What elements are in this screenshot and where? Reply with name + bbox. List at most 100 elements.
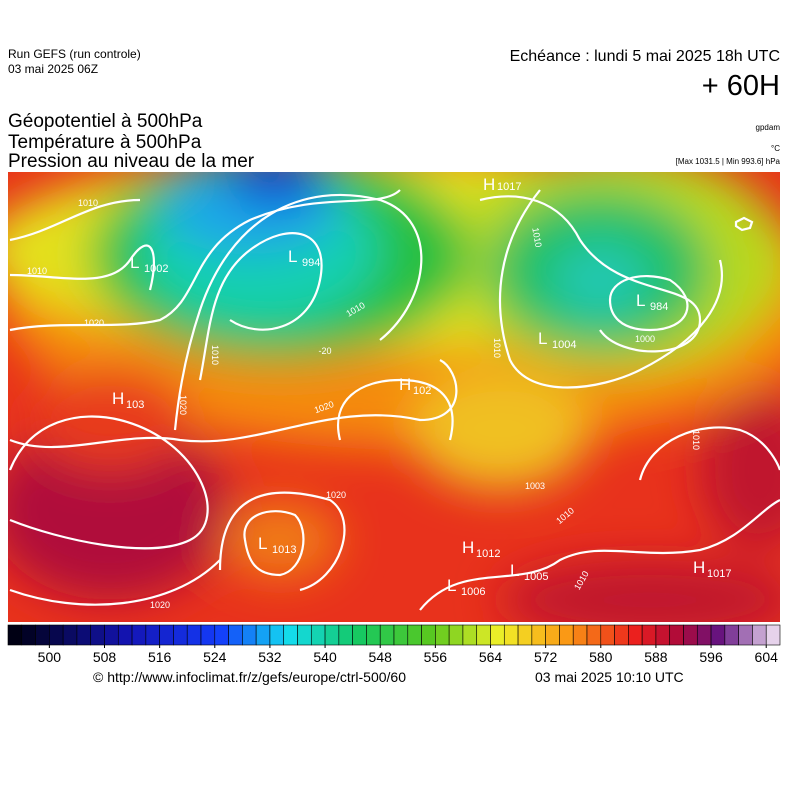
source-link: © http://www.infoclimat.fr/z/gefs/europe… (93, 669, 406, 685)
colorbar-swatch (35, 624, 50, 646)
isobar-label: 1010 (78, 198, 98, 208)
colorbar-swatch (545, 624, 560, 646)
isobar (198, 232, 323, 381)
center-value: 994 (302, 257, 320, 269)
colorbar-tick-label: 572 (534, 649, 558, 665)
center-value: 1012 (476, 548, 500, 560)
isobar-label: 1010 (492, 338, 502, 358)
colorbar-tick-label: 580 (589, 649, 613, 665)
colorbar-swatch (586, 624, 602, 646)
colorbar-swatch (655, 624, 671, 646)
isobar (498, 189, 723, 389)
colorbar-swatch (90, 624, 105, 646)
colorbar-swatch (765, 624, 781, 646)
isobar-label: 1010 (27, 266, 47, 276)
colorbar-swatch (49, 624, 64, 646)
colorbar-swatch (614, 624, 629, 646)
isobar (479, 195, 702, 353)
colorbar-swatch (421, 624, 436, 646)
isobar-label: 1020 (178, 395, 188, 415)
colorbar-swatch (255, 624, 271, 646)
colorbar-tick-label: 564 (479, 649, 503, 665)
isobar (9, 198, 141, 242)
colorbar-swatch (366, 624, 381, 646)
colorbar-swatch (503, 624, 519, 646)
colorbar-tick-label: 588 (644, 649, 668, 665)
colorbar-swatch (283, 624, 298, 646)
colorbar-tick-label: 524 (203, 649, 227, 665)
isobar (337, 378, 454, 441)
colorbar-swatch (159, 624, 174, 646)
colorbar-swatch (490, 624, 505, 646)
colorbar-swatch (173, 624, 188, 646)
center-value: 1004 (552, 339, 576, 351)
colorbar-tick-label: 516 (148, 649, 172, 665)
isobar (419, 499, 780, 611)
colorbar-swatch (435, 624, 450, 646)
colorbar-swatch (352, 624, 367, 646)
colorbar-swatch (448, 624, 464, 646)
colorbar-swatch (76, 624, 92, 646)
valid-time: Echéance : lundi 5 mai 2025 18h UTC (510, 48, 780, 65)
colorbar-swatch (710, 624, 726, 646)
field-label: Géopotentiel à 500hPa (8, 111, 203, 132)
colorbar-swatch (407, 624, 422, 646)
colorbar-swatch (696, 624, 712, 646)
isobar-label: 1010 (210, 345, 220, 365)
colorbar-swatch (476, 624, 491, 646)
center-kind: L (510, 561, 519, 580)
center-kind: H (483, 175, 495, 194)
isobar-label: 1020 (326, 490, 346, 500)
center-value: 102 (413, 385, 431, 397)
center-value: 1017 (707, 568, 731, 580)
colorbar-tick-label: 548 (369, 649, 393, 665)
colorbar-swatch (531, 624, 546, 646)
colorbar-swatch (628, 624, 643, 646)
colorbar-swatch (738, 624, 753, 646)
colorbar-tick-label: 596 (699, 649, 723, 665)
colorbar-swatch (379, 624, 395, 646)
colorbar-swatch (21, 624, 36, 646)
center-kind: H (462, 538, 474, 557)
colorbar-swatch (297, 624, 312, 646)
center-value: 984 (650, 301, 668, 313)
colorbar-swatch (62, 624, 78, 646)
isobar (9, 189, 401, 332)
colorbar-swatch (228, 624, 243, 646)
isobar-label: 1003 (525, 481, 545, 491)
isobar-label: 1010 (691, 430, 701, 450)
unit-label: gpdam (756, 123, 781, 132)
center-kind: L (636, 291, 645, 310)
center-value: 1013 (272, 544, 296, 556)
center-kind: H (112, 389, 124, 408)
isobar (173, 193, 423, 431)
colorbar-swatch (186, 624, 202, 646)
isobar (8, 415, 209, 550)
colorbar-swatch (324, 624, 340, 646)
center-kind: H (693, 558, 705, 577)
isobar (9, 559, 221, 606)
colorbar-tick-label: 540 (313, 649, 337, 665)
center-value: 103 (126, 399, 144, 411)
colorbar-swatch (145, 624, 160, 646)
colorbar-swatch (104, 624, 119, 646)
center-kind: L (447, 576, 456, 595)
center-kind: L (288, 247, 297, 266)
colorbar-swatch (724, 624, 739, 646)
colorbar-tick-label: 556 (424, 649, 448, 665)
colorbar-swatch (462, 624, 478, 646)
unit-label: [Max 1031.5 | Min 993.6] hPa (676, 157, 781, 166)
colorbar-tick-label: 604 (755, 649, 779, 665)
isobar (9, 244, 155, 291)
colorbar-swatch (669, 624, 684, 646)
colorbar-swatch (242, 624, 257, 646)
colorbar-swatch (559, 624, 574, 646)
colorbar-tick-label: 500 (38, 649, 62, 665)
colorbar-swatch (683, 624, 698, 646)
isobar (608, 275, 689, 332)
colorbar-swatch (572, 624, 588, 646)
center-value: 1005 (524, 571, 548, 583)
unit-label: °C (771, 144, 780, 153)
